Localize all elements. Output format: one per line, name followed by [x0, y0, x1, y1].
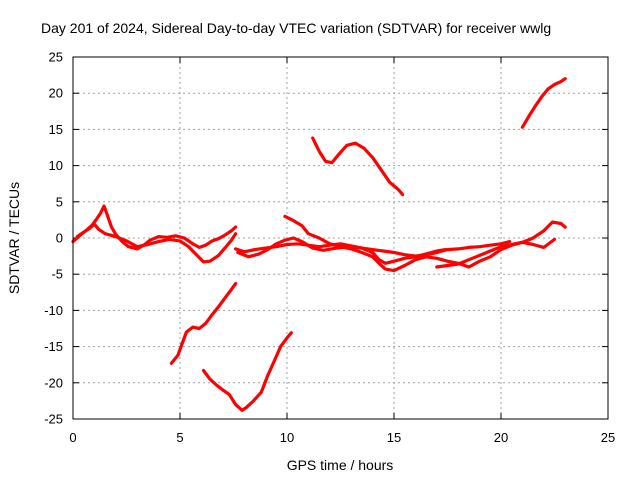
- tick-labels: 0 5 10 15 20 25 -25 -20 -15 -10 -5 0 5 10 15 20 25: [44, 50, 615, 446]
- x-tick-label: 20: [494, 430, 508, 445]
- y-tick-label: 25: [49, 50, 63, 65]
- series-line-track-j: [201, 331, 293, 412]
- series-line-track-i: [169, 282, 238, 365]
- x-tick-label: 15: [387, 430, 401, 445]
- plot-frame: [72, 56, 609, 420]
- y-tick-label: -25: [44, 412, 63, 427]
- y-tick-label: 15: [49, 122, 63, 137]
- y-tick-label: 20: [49, 86, 63, 101]
- y-tick-label: -10: [44, 303, 63, 318]
- x-tick-label: 25: [601, 430, 615, 445]
- grid: [73, 57, 608, 419]
- y-tick-label: 5: [56, 194, 63, 209]
- series-line-track-g: [311, 136, 405, 197]
- series-line-track-h: [520, 77, 567, 129]
- y-tick-label: 0: [56, 231, 63, 246]
- series-line-track-b: [75, 222, 238, 264]
- x-tick-label: 0: [69, 430, 76, 445]
- x-tick-label: 10: [280, 430, 294, 445]
- y-tick-label: -5: [51, 267, 63, 282]
- series-line-track-c: [234, 240, 512, 258]
- chart-title: Day 201 of 2024, Sidereal Day-to-day VTE…: [41, 20, 551, 36]
- series-line-track-f: [435, 237, 557, 269]
- x-tick-label: 5: [176, 430, 183, 445]
- y-axis-title: SDTVAR / TECUs: [6, 182, 22, 294]
- series-group: [71, 77, 567, 412]
- y-tick-label: 10: [49, 158, 63, 173]
- y-tick-label: -15: [44, 339, 63, 354]
- x-axis-title: GPS time / hours: [287, 457, 394, 473]
- y-tick-label: -20: [44, 375, 63, 390]
